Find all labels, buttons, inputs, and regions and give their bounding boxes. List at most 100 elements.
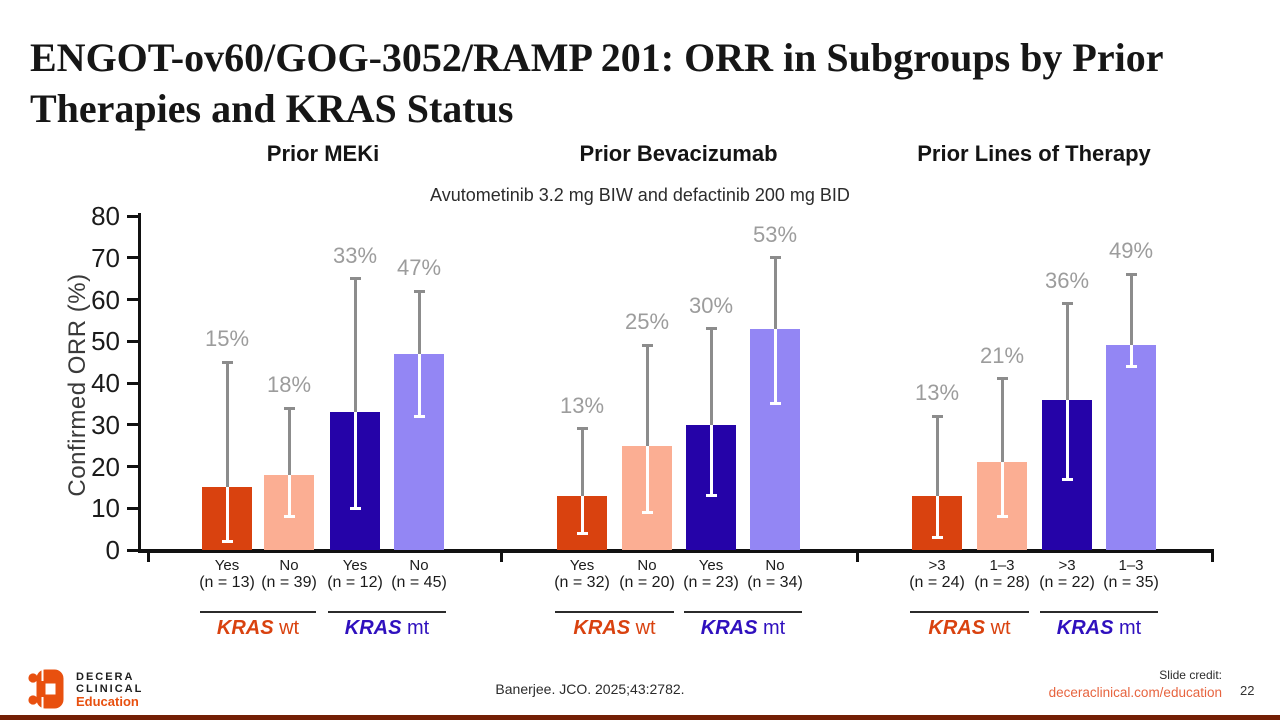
y-tick-label: 50	[91, 326, 120, 357]
x-tick-n-label: (n = 28)	[974, 574, 1030, 591]
x-tick-n-label: (n = 24)	[909, 574, 965, 591]
error-bar-cap-top	[931, 414, 943, 418]
x-tick-label: No	[279, 557, 299, 574]
kras-group-underline	[1040, 611, 1158, 613]
value-label: 49%	[1108, 238, 1154, 264]
slide-title-line-1: ENGOT-ov60/GOG-3052/RAMP 201: ORR in Sub…	[30, 35, 1164, 80]
kras-gene-text: KRAS	[344, 617, 402, 639]
panel-header: Prior Lines of Therapy	[917, 141, 1151, 166]
bar	[1106, 345, 1156, 550]
error-bar-upper	[417, 291, 421, 354]
y-axis-line	[138, 213, 141, 553]
kras-group-label: KRAS wt	[890, 617, 1050, 640]
decera-logo: DECERA CLINICAL Education	[28, 668, 143, 710]
kras-gene-text: KRAS	[216, 617, 274, 639]
x-tick-n-label: (n = 34)	[747, 574, 803, 591]
value-label: 36%	[1044, 267, 1090, 293]
error-bar-cap-bottom	[221, 540, 233, 544]
error-bar-lower	[287, 474, 291, 517]
error-bar-cap-top	[283, 406, 295, 410]
citation: Banerjee. JCO. 2025;43:2782.	[495, 681, 685, 697]
error-bar-cap-bottom	[413, 414, 425, 418]
x-tick-label: >3	[928, 557, 946, 574]
value-label: 30%	[688, 292, 734, 318]
slide-credit: Slide credit: deceraclinical.com/educati…	[1049, 667, 1222, 701]
x-tick-n-label: (n = 45)	[391, 574, 447, 591]
x-axis-tick	[147, 550, 150, 562]
y-axis-tick	[127, 381, 138, 385]
error-bar-cap-bottom	[576, 531, 588, 535]
panel-header: Prior MEKi	[266, 141, 380, 166]
error-bar-cap-bottom	[996, 515, 1008, 519]
x-tick-label: No	[765, 557, 785, 574]
error-bar-lower	[417, 353, 421, 417]
x-tick-label: 1–3	[989, 557, 1015, 574]
kras-group-underline	[555, 611, 674, 613]
error-bar-lower	[645, 445, 649, 513]
error-bar-cap-bottom	[349, 506, 361, 510]
y-tick-label: 20	[91, 451, 120, 482]
error-bar-lower	[353, 412, 357, 509]
error-bar-cap-top	[641, 343, 653, 347]
value-label: 13%	[914, 380, 960, 406]
error-bar-cap-top	[1125, 272, 1137, 276]
y-tick-label: 80	[91, 201, 120, 231]
error-bar-upper	[1065, 303, 1069, 400]
error-bar-upper	[773, 257, 777, 329]
error-bar-lower	[935, 495, 939, 538]
value-label: 13%	[559, 392, 605, 418]
x-tick-n-label: (n = 39)	[261, 574, 317, 591]
value-label: 33%	[332, 242, 378, 268]
error-bar-cap-top	[769, 256, 781, 260]
kras-gene-text: KRAS	[928, 617, 986, 639]
kras-gene-text: KRAS	[700, 617, 758, 639]
decera-logo-text: DECERA CLINICAL Education	[76, 671, 143, 708]
y-axis-tick	[127, 423, 138, 427]
error-bar-lower	[225, 487, 229, 542]
x-tick-n-label: (n = 32)	[554, 574, 610, 591]
logo-line-3: Education	[76, 693, 139, 709]
y-axis-tick	[127, 548, 138, 552]
kras-group-label: KRAS mt	[307, 617, 467, 640]
value-label: 25%	[624, 309, 670, 335]
x-tick-n-label: (n = 20)	[619, 574, 675, 591]
error-bar-upper	[225, 362, 229, 488]
y-tick-label: 70	[91, 242, 120, 273]
error-bar-lower	[773, 328, 777, 404]
x-axis-tick	[500, 550, 503, 562]
value-label: 18%	[266, 372, 312, 398]
page-number: 22	[1240, 683, 1255, 698]
error-bar-upper	[580, 428, 584, 496]
x-axis-tick	[1211, 550, 1214, 562]
y-axis-tick	[127, 214, 138, 218]
logo-line-1: DECERA	[76, 670, 135, 683]
x-tick-label: Yes	[342, 557, 368, 574]
kras-group-label: KRAS mt	[1019, 617, 1179, 640]
error-bar-upper	[353, 278, 357, 413]
y-tick-label: 0	[105, 535, 120, 565]
bottom-accent-strip	[0, 715, 1280, 720]
error-bar-cap-bottom	[1125, 364, 1137, 368]
x-tick-label: No	[637, 557, 657, 574]
x-tick-label: 1–3	[1118, 557, 1144, 574]
y-tick-label: 30	[91, 409, 120, 440]
x-tick-n-label: (n = 12)	[327, 574, 383, 591]
kras-gene-text: KRAS	[573, 617, 631, 639]
kras-group-underline	[200, 611, 316, 613]
kras-status-text: wt	[273, 617, 300, 639]
error-bar-lower	[580, 495, 584, 534]
logo-line-2: CLINICAL	[76, 682, 144, 695]
kras-status-text: mt	[1113, 617, 1142, 639]
decera-logo-icon	[28, 669, 64, 709]
error-bar-upper	[935, 416, 939, 496]
error-bar-cap-bottom	[1061, 477, 1073, 481]
error-bar-cap-bottom	[283, 515, 295, 519]
error-bar-cap-top	[221, 360, 233, 364]
error-bar-cap-bottom	[641, 510, 653, 514]
slide-title-line-2: Therapies and KRAS Status	[30, 86, 514, 131]
kras-status-text: wt	[630, 617, 656, 639]
error-bar-upper	[709, 328, 713, 425]
slide-credit-link[interactable]: deceraclinical.com/education	[1048, 685, 1222, 700]
